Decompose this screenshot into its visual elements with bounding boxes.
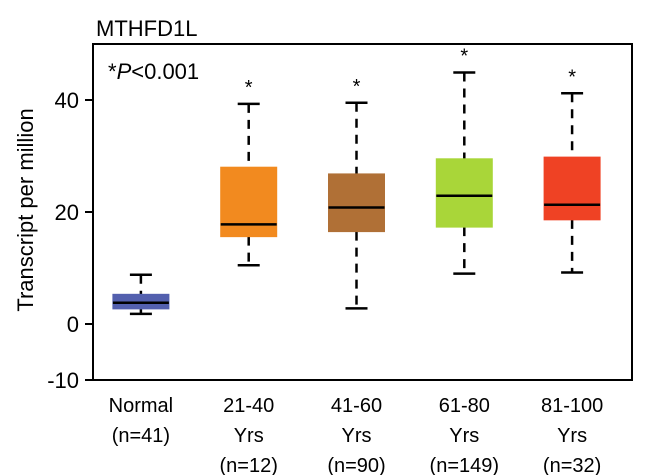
x-tick-label: Yrs bbox=[234, 425, 264, 447]
significance-star: * bbox=[353, 76, 361, 98]
p-value-annotation: *P<0.001 bbox=[108, 59, 199, 84]
p-value-text: <0.001 bbox=[131, 59, 199, 84]
y-tick-label: 20 bbox=[55, 200, 79, 225]
p-value-symbol: P bbox=[117, 59, 132, 84]
x-axis-labels: Normal (n=41) 21-40 Yrs (n=12) 41-60 Yrs (n=90)… bbox=[109, 395, 604, 475]
significance-star: * bbox=[568, 66, 576, 88]
x-tick-label: (n=90) bbox=[327, 455, 385, 475]
x-tick-label: 21-40 bbox=[223, 395, 274, 417]
x-tick-label: (n=149) bbox=[430, 455, 500, 475]
iqr-box bbox=[220, 166, 278, 238]
iqr-box bbox=[543, 156, 601, 221]
significance-star: * bbox=[245, 77, 253, 99]
box-3: * bbox=[435, 46, 493, 275]
chart-title: MTHFD1L bbox=[96, 16, 197, 41]
y-tick-label: -10 bbox=[47, 368, 79, 393]
x-tick-label: 41-60 bbox=[331, 395, 382, 417]
x-tick-label: 61-80 bbox=[439, 395, 490, 417]
box-2: * bbox=[328, 76, 385, 310]
box-1: * bbox=[220, 77, 278, 267]
iqr-box bbox=[435, 158, 493, 228]
x-tick-label: Yrs bbox=[342, 425, 372, 447]
x-tick-label: (n=32) bbox=[543, 455, 601, 475]
y-axis-label: Transcript per million bbox=[13, 108, 38, 311]
y-tick-label: 0 bbox=[67, 312, 79, 337]
iqr-box bbox=[328, 173, 385, 233]
p-value-prefix: * bbox=[108, 59, 117, 84]
x-tick-label: Yrs bbox=[449, 425, 479, 447]
significance-star: * bbox=[460, 46, 468, 68]
y-axis: -10 0 20 40 bbox=[47, 88, 93, 393]
x-tick-label: (n=12) bbox=[220, 455, 278, 475]
x-tick-label: 81-100 bbox=[541, 395, 603, 417]
x-tick-label: (n=41) bbox=[112, 425, 170, 447]
y-tick-label: 40 bbox=[55, 88, 79, 113]
x-tick-label: Yrs bbox=[557, 425, 587, 447]
x-tick-label: Normal bbox=[109, 395, 173, 417]
box-series: * * * * bbox=[112, 46, 601, 316]
box-4: * bbox=[543, 66, 601, 274]
box-0 bbox=[112, 273, 170, 316]
